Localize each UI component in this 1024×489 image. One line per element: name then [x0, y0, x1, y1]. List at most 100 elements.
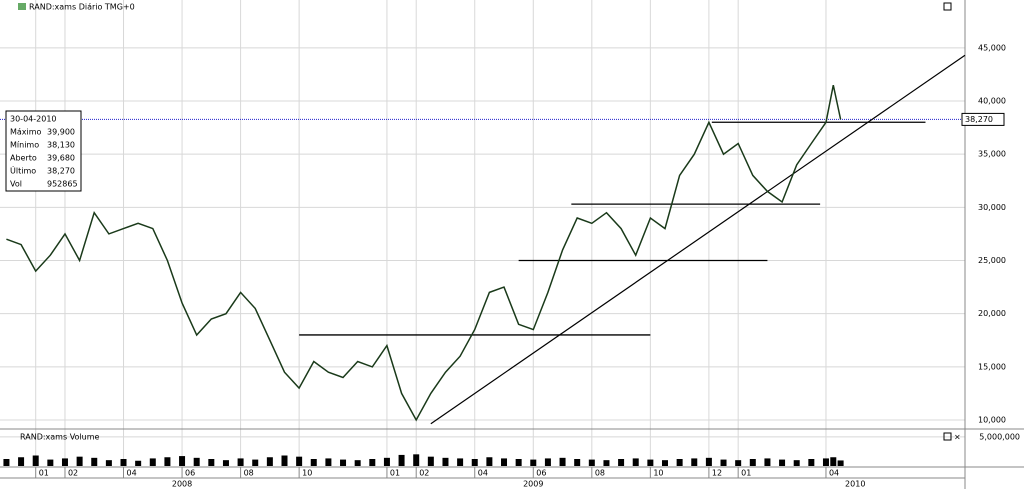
x-tick-label: 10 [653, 469, 663, 478]
y2-tick-label: 5,000,000 [979, 432, 1020, 441]
volume-bar [647, 459, 654, 466]
info-value: 39,900 [47, 128, 75, 137]
volume-bar [369, 459, 376, 466]
volume-bar [32, 455, 39, 466]
volume-bar [120, 459, 127, 466]
volume-bar [676, 459, 683, 466]
volume-bar [720, 459, 727, 466]
volume-bar [603, 460, 610, 466]
x-tick-label: 08 [244, 469, 254, 478]
y-tick-label: 40,000 [978, 97, 1006, 106]
y-tick-label: 25,000 [978, 256, 1006, 265]
y-tick-label: 35,000 [978, 150, 1006, 159]
volume-bar [413, 454, 420, 466]
volume-bar [515, 459, 522, 466]
price-line [6, 84, 842, 422]
info-value: 38,130 [47, 141, 75, 150]
volume-bar [501, 458, 508, 466]
info-value: 39,680 [47, 154, 75, 163]
volume-bar [354, 460, 361, 466]
year-label: 2009 [523, 480, 543, 489]
volume-bar [793, 460, 800, 466]
volume-bar [237, 458, 244, 466]
x-tick-label: 08 [595, 469, 605, 478]
info-label: Vol [10, 180, 22, 189]
volume-bar [822, 458, 829, 466]
volume-bar [222, 460, 229, 466]
volume-bar [574, 459, 581, 466]
volume-bar [735, 460, 742, 466]
x-tick-label: 04 [127, 469, 137, 478]
volume-bar [47, 459, 54, 466]
x-tick-label: 10 [302, 469, 312, 478]
x-tick-label: 01 [39, 469, 49, 478]
volume-bar [661, 460, 668, 466]
x-tick-label: 02 [68, 469, 78, 478]
volume-bar [618, 459, 625, 466]
volume-bar [457, 458, 464, 466]
year-label: 2008 [172, 480, 192, 489]
volume-bar [310, 459, 317, 466]
close-button[interactable]: × [954, 433, 961, 442]
info-value: 952865 [47, 180, 78, 189]
volume-bar [808, 459, 815, 466]
maximize-button[interactable] [943, 2, 952, 11]
volume-bar [266, 457, 273, 466]
volume-bar [105, 460, 112, 466]
x-tick-label: 04 [478, 469, 488, 478]
y-tick-label: 45,000 [978, 43, 1006, 52]
volume-bar [544, 458, 551, 466]
volume-bar [530, 459, 537, 466]
volume-bar [325, 458, 332, 466]
volume-bar [61, 458, 68, 466]
volume-bar [559, 457, 566, 466]
year-label: 2010 [845, 480, 865, 489]
volume-bar [135, 460, 142, 466]
volume-bar [3, 459, 10, 466]
volume-bar [691, 458, 698, 466]
info-box: 30-04-2010 Máximo 39,900 Mínimo 38,130 Abert… [5, 110, 82, 192]
chart-title: RAND:xams Diário TMG+0 [29, 3, 135, 12]
x-tick-label: 01 [741, 469, 751, 478]
y-tick-label: 30,000 [978, 203, 1006, 212]
maximize-button[interactable] [943, 432, 952, 441]
icon [18, 3, 26, 10]
y-tick-label: 10,000 [978, 416, 1006, 425]
volume-bar [830, 457, 837, 466]
x-tick-label: 01 [390, 469, 400, 478]
info-date: 30-04-2010 [10, 115, 57, 124]
volume-bar [705, 457, 712, 466]
volume-bar [427, 456, 434, 466]
x-tick-label: 04 [829, 469, 839, 478]
volume-bar [398, 454, 405, 466]
info-label: Mínimo [10, 141, 39, 150]
volume-bar [149, 458, 156, 466]
x-tick-label: 06 [536, 469, 546, 478]
volume-bar [208, 459, 215, 466]
y-tick-label: 15,000 [978, 362, 1006, 371]
info-box-frame [5, 110, 82, 192]
info-label: Máximo [10, 128, 42, 137]
y-tick-label: 20,000 [978, 309, 1006, 318]
volume-bar [779, 459, 786, 466]
last-price-box [961, 112, 1005, 126]
volume-title: RAND:xams Volume [20, 433, 100, 442]
info-label: Aberto [10, 154, 37, 163]
x-tick-label: 06 [185, 469, 195, 478]
volume-bar [252, 459, 259, 466]
volume-bar [383, 457, 390, 466]
volume-bar [764, 458, 771, 466]
info-label: Último [10, 165, 36, 176]
volume-bar [76, 456, 83, 466]
volume-bar [340, 459, 347, 466]
volume-bar [91, 457, 98, 466]
x-tick-label: 12 [712, 469, 722, 478]
volume-bar [749, 459, 756, 466]
volume-bar [164, 457, 171, 466]
volume-bar [281, 455, 288, 466]
last-price-label: 38,270 [965, 115, 993, 124]
volume-bar [18, 457, 25, 466]
x-tick-label: 02 [419, 469, 429, 478]
